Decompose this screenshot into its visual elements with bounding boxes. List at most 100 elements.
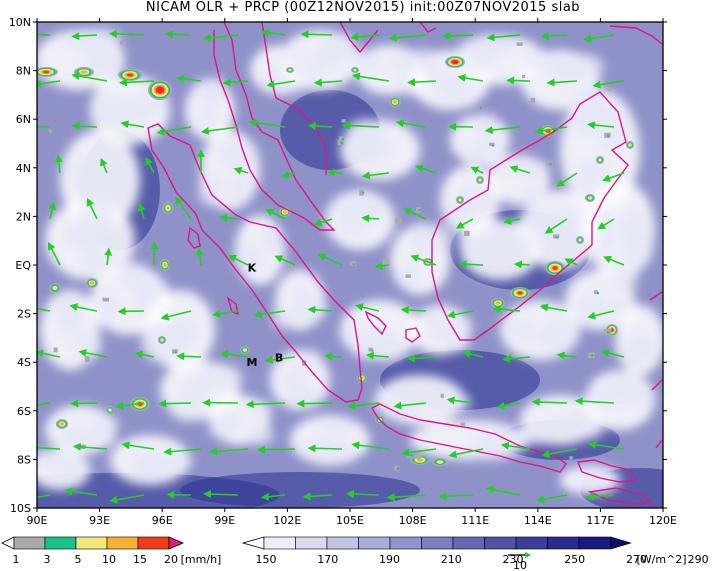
- wind-vector: [506, 76, 531, 85]
- precip-cell: [478, 178, 482, 182]
- precip-speckle: [371, 349, 374, 352]
- precip-speckle: [460, 422, 466, 426]
- precip-speckle: [382, 259, 389, 265]
- station-marker-k: K: [248, 261, 257, 274]
- olr-colorbar-swatch: [515, 536, 548, 550]
- precip-speckle: [479, 106, 482, 109]
- sumatra-coastline: [147, 123, 363, 403]
- wind-vector: [410, 254, 437, 266]
- wind-vector: [256, 445, 296, 454]
- cloud-patch: [410, 221, 438, 250]
- cloud-patch: [296, 349, 324, 374]
- wind-vector: [37, 494, 51, 499]
- wind-vector: [118, 78, 155, 87]
- cloud-patch: [217, 407, 245, 428]
- wind-vector: [502, 354, 531, 363]
- cloud-patch: [271, 305, 294, 330]
- wind-vector: [47, 241, 61, 266]
- cloud-patch: [549, 56, 586, 81]
- precip-cell: [598, 158, 602, 162]
- wind-vector: [544, 218, 568, 234]
- wind-vector: [585, 492, 615, 501]
- precip-cell: [495, 301, 501, 305]
- cloud-patch: [319, 32, 356, 57]
- wind-vector: [341, 121, 380, 130]
- wind-vector: [534, 126, 568, 135]
- wind-vector: [350, 32, 380, 41]
- wind-vector: [486, 33, 521, 42]
- precip-cell: [436, 460, 444, 464]
- cloud-patch: [568, 482, 596, 495]
- precip-speckle: [607, 331, 610, 334]
- olr-colorbar-tick: 190: [379, 553, 400, 566]
- wind-vector: [54, 154, 63, 174]
- wind-vector: [265, 208, 286, 220]
- wind-vector: [361, 171, 390, 180]
- lat-label: 8S: [17, 453, 31, 466]
- wind-vector: [156, 126, 192, 136]
- cloud-patch: [280, 370, 308, 395]
- lat-label: 10S: [10, 502, 31, 515]
- cloud-patch: [55, 293, 83, 326]
- wind-vector: [69, 303, 98, 312]
- precip-speckle: [464, 230, 470, 237]
- wind-vector: [266, 80, 296, 89]
- latitude-axis: 10N 8N 6N 4N 2N EQ 2S 4S 6S 8S 10S: [9, 16, 667, 515]
- wind-vector: [347, 401, 380, 410]
- precip-colorbar-swatch: [13, 536, 46, 550]
- precip-cell: [108, 408, 112, 412]
- precip-cell: [90, 281, 94, 285]
- wind-vector: [302, 492, 333, 501]
- precip-speckle: [393, 465, 400, 471]
- wind-vector: [458, 260, 484, 269]
- cloud-patch: [459, 37, 501, 58]
- wind-vector: [37, 349, 61, 358]
- wind-vector: [86, 197, 98, 220]
- precip-speckle: [409, 454, 412, 457]
- cloud-patch: [499, 318, 536, 343]
- siberut-island-coastline: [226, 296, 239, 316]
- precip-speckle: [476, 104, 481, 110]
- wind-vector: [602, 172, 625, 182]
- precip-colorbar-tick: 5: [75, 553, 82, 566]
- olr-colorbar-swatch: [547, 536, 580, 550]
- lon-label: 93E: [89, 514, 110, 527]
- precip-speckle: [395, 218, 402, 225]
- cloud-patch: [218, 138, 246, 171]
- precip-cell: [578, 238, 582, 242]
- wind-vector: [503, 216, 521, 225]
- wind-vector: [281, 170, 296, 179]
- lon-label: 90E: [27, 514, 48, 527]
- wind-vector: [313, 218, 333, 227]
- wind-vector: [72, 442, 108, 451]
- precip-speckle: [440, 393, 444, 398]
- wind-vector: [164, 30, 192, 39]
- lat-label: 4N: [16, 162, 31, 175]
- precip-colorbar: 1 3 5 10 15 20 [mm/h]: [1, 536, 221, 566]
- wind-vector: [446, 396, 474, 405]
- wind-vector: [513, 260, 531, 269]
- wind-vector: [202, 34, 239, 42]
- olr-colorbar-swatch: [263, 536, 296, 550]
- station-markers: K M B: [246, 261, 283, 369]
- wind-vector: [587, 440, 625, 450]
- lon-label: 117E: [586, 514, 614, 527]
- cloud-patch: [197, 174, 225, 207]
- precip-cell: [126, 73, 134, 77]
- wind-vector: [71, 72, 108, 82]
- wind-vector: [564, 258, 578, 266]
- cloud-patch: [55, 425, 88, 446]
- natuna-coastline: [419, 22, 437, 33]
- java-coastline: [371, 403, 567, 473]
- precip-speckle: [49, 129, 53, 134]
- precip-cell: [288, 68, 292, 72]
- wind-vector: [442, 32, 474, 41]
- precip-speckle: [338, 136, 345, 142]
- wind-vector: [492, 305, 521, 314]
- cloud-patch: [372, 393, 414, 414]
- precip-colorbar-swatch: [106, 536, 139, 550]
- precip-speckle: [396, 467, 399, 470]
- precip-cell: [42, 70, 50, 74]
- map-title: NICAM OLR + PRCP (00Z12NOV2015) init:00Z…: [145, 0, 581, 15]
- precip-cell: [458, 198, 462, 202]
